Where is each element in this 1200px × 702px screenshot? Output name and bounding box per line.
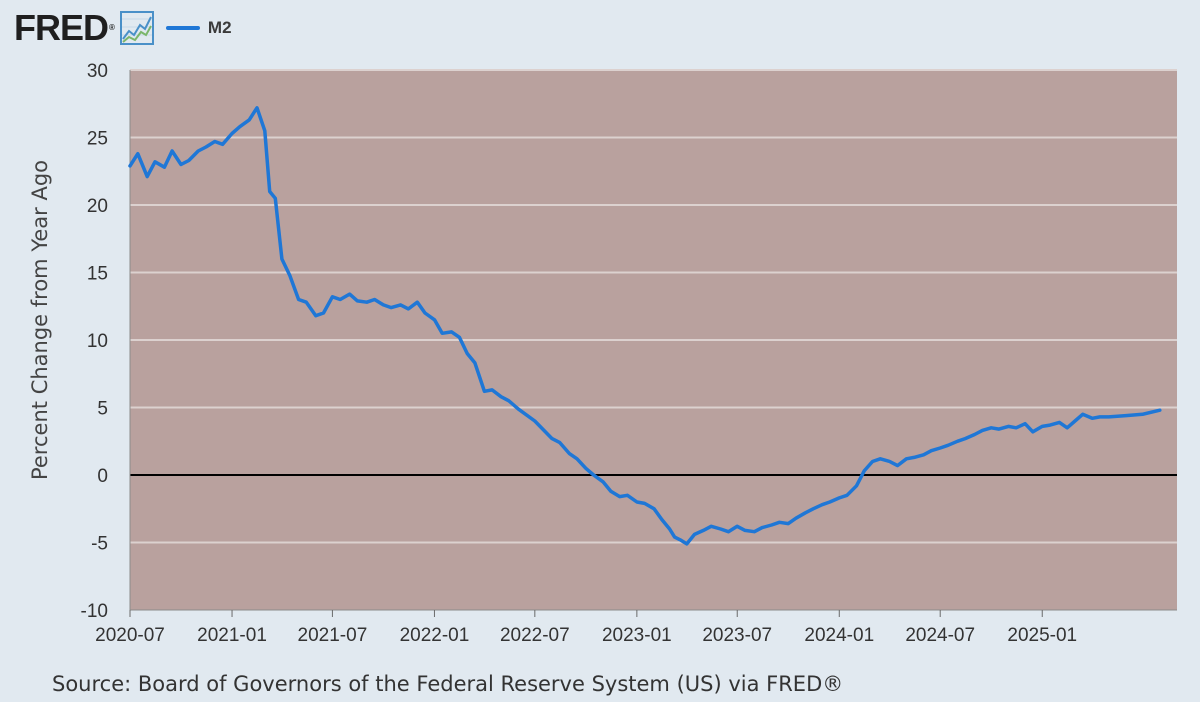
y-tick-label: 5 bbox=[97, 399, 108, 420]
x-tick-label: 2024-01 bbox=[804, 625, 874, 646]
x-tick-label: 2021-07 bbox=[298, 625, 368, 646]
x-tick-label: 2024-07 bbox=[905, 625, 975, 646]
chart-header: FRED® M2 bbox=[14, 8, 232, 48]
fred-logo-registered-mark: ® bbox=[109, 23, 115, 32]
y-tick-label: 20 bbox=[87, 196, 108, 217]
x-tick-label: 2022-01 bbox=[400, 625, 470, 646]
y-tick-label: 0 bbox=[97, 466, 108, 487]
y-tick-label: 15 bbox=[87, 264, 108, 285]
legend-label-m2: M2 bbox=[207, 18, 232, 37]
fred-logo[interactable]: FRED® bbox=[14, 7, 115, 48]
source-note: Source: Board of Governors of the Federa… bbox=[52, 672, 844, 696]
y-tick-label: -5 bbox=[91, 534, 108, 555]
x-tick-label: 2023-07 bbox=[702, 625, 772, 646]
y-tick-label: 30 bbox=[87, 61, 108, 82]
y-axis-label: Percent Change from Year Ago bbox=[28, 160, 52, 480]
line-graph-icon bbox=[119, 11, 154, 45]
chart-legend[interactable]: M2 bbox=[165, 18, 232, 38]
y-tick-label: 25 bbox=[87, 129, 108, 150]
series-line-m2[interactable] bbox=[128, 106, 1162, 546]
x-tick-label: 2021-01 bbox=[197, 625, 267, 646]
y-tick-label: -10 bbox=[81, 601, 108, 622]
x-tick-label: 2025-01 bbox=[1007, 625, 1077, 646]
x-tick-label: 2023-01 bbox=[602, 625, 672, 646]
legend-swatch-m2 bbox=[165, 26, 200, 30]
x-tick-label: 2020-07 bbox=[95, 625, 165, 646]
chart-svg[interactable]: 30 25 20 15 10 5 0 -5 -10 2020-07 2021-01 2021-07 20… bbox=[0, 0, 1200, 670]
fred-logo-text: FRED bbox=[14, 7, 109, 48]
y-tick-label: 10 bbox=[87, 331, 108, 352]
x-tick-label: 2022-07 bbox=[500, 625, 570, 646]
